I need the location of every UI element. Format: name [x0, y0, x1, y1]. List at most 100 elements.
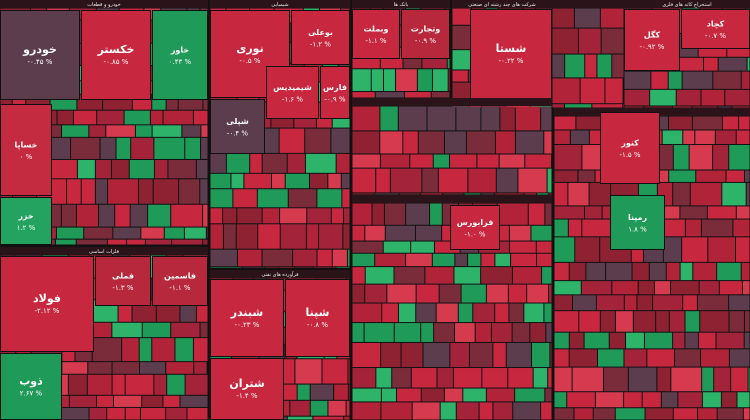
- stock-tile[interactable]: [698, 408, 717, 420]
- stock-tile[interactable]: [88, 362, 112, 374]
- stock-tile[interactable]: [87, 374, 112, 395]
- stock-tile[interactable]: [698, 332, 716, 349]
- stock-tile[interactable]: [210, 99, 265, 154]
- stock-tile[interactable]: [392, 368, 411, 388]
- stock-tile[interactable]: [554, 311, 579, 332]
- stock-tile[interactable]: [554, 237, 575, 262]
- stock-tile[interactable]: [319, 224, 343, 249]
- stock-tile[interactable]: [573, 295, 596, 311]
- stock-tile[interactable]: [512, 267, 542, 284]
- stock-tile[interactable]: [434, 241, 460, 253]
- stock-tile[interactable]: [57, 110, 73, 125]
- stock-tile[interactable]: [477, 154, 499, 168]
- stock-tile[interactable]: [456, 402, 479, 420]
- stock-tile[interactable]: [597, 349, 624, 367]
- stock-tile[interactable]: [287, 416, 313, 420]
- stock-tile[interactable]: [680, 262, 693, 281]
- stock-tile[interactable]: [116, 137, 131, 159]
- stock-tile[interactable]: [352, 225, 365, 241]
- stock-tile[interactable]: [352, 241, 383, 253]
- stock-tile[interactable]: [547, 168, 552, 193]
- stock-tile[interactable]: [203, 94, 208, 110]
- stock-tile[interactable]: [210, 208, 223, 224]
- stock-tile[interactable]: [570, 130, 589, 144]
- stock-tile[interactable]: [692, 116, 722, 130]
- stock-tile[interactable]: [585, 54, 597, 78]
- stock-tile[interactable]: [399, 193, 420, 195]
- stock-tile[interactable]: [497, 203, 528, 225]
- stock-tile[interactable]: [166, 407, 187, 420]
- stock-tile[interactable]: [729, 295, 750, 311]
- stock-tile[interactable]: [193, 110, 208, 125]
- stock-tile[interactable]: [96, 395, 113, 407]
- stock-tile[interactable]: [288, 189, 317, 208]
- stock-tile[interactable]: [600, 311, 615, 332]
- stock-tile[interactable]: [481, 106, 500, 131]
- stock-tile[interactable]: [125, 407, 140, 420]
- stock-tile[interactable]: [509, 303, 524, 323]
- stock-tile[interactable]: [152, 256, 208, 306]
- stock-tile[interactable]: [89, 125, 106, 137]
- stock-tile[interactable]: [661, 219, 685, 237]
- stock-tile[interactable]: [139, 362, 166, 374]
- stock-tile[interactable]: [496, 168, 518, 193]
- stock-tile[interactable]: [142, 395, 163, 407]
- stock-tile[interactable]: [166, 94, 178, 110]
- stock-tile[interactable]: [682, 71, 713, 89]
- stock-tile[interactable]: [717, 262, 741, 281]
- stock-tile[interactable]: [423, 342, 450, 368]
- stock-tile[interactable]: [466, 131, 495, 154]
- stock-tile[interactable]: [649, 262, 666, 281]
- stock-tile[interactable]: [473, 303, 495, 323]
- stock-tile[interactable]: [154, 374, 167, 395]
- stock-tile[interactable]: [458, 303, 473, 323]
- stock-tile[interactable]: [528, 203, 545, 225]
- stock-tile[interactable]: [690, 182, 722, 206]
- stock-tile[interactable]: [624, 71, 651, 89]
- stock-tile[interactable]: [352, 402, 381, 420]
- stock-tile[interactable]: [633, 311, 656, 332]
- stock-tile[interactable]: [615, 311, 633, 332]
- stock-tile[interactable]: [624, 392, 642, 408]
- stock-tile[interactable]: [554, 408, 574, 420]
- stock-tile[interactable]: [568, 219, 582, 237]
- stock-tile[interactable]: [600, 8, 624, 28]
- stock-tile[interactable]: [352, 69, 371, 92]
- stock-tile[interactable]: [702, 392, 721, 408]
- stock-tile[interactable]: [115, 204, 130, 227]
- stock-tile[interactable]: [352, 131, 380, 154]
- stock-tile[interactable]: [163, 395, 180, 407]
- stock-tile[interactable]: [481, 267, 512, 284]
- stock-tile[interactable]: [582, 219, 613, 237]
- stock-tile[interactable]: [595, 392, 624, 408]
- stock-tile[interactable]: [604, 367, 628, 392]
- stock-tile[interactable]: [436, 303, 458, 323]
- stock-tile[interactable]: [406, 253, 432, 267]
- stock-tile[interactable]: [258, 224, 280, 249]
- stock-tile[interactable]: [328, 400, 346, 416]
- stock-tile[interactable]: [612, 281, 638, 295]
- stock-tile[interactable]: [717, 408, 743, 420]
- stock-tile[interactable]: [554, 206, 585, 219]
- stock-tile[interactable]: [81, 179, 95, 204]
- stock-tile[interactable]: [737, 392, 750, 408]
- stock-tile[interactable]: [421, 323, 434, 342]
- stock-tile[interactable]: [425, 267, 454, 284]
- stock-tile[interactable]: [76, 204, 99, 227]
- stock-tile[interactable]: [285, 173, 309, 189]
- stock-tile[interactable]: [210, 279, 284, 357]
- stock-tile[interactable]: [515, 388, 545, 402]
- stock-tile[interactable]: [656, 311, 669, 332]
- stock-tile[interactable]: [584, 332, 609, 349]
- stock-tile[interactable]: [0, 353, 62, 420]
- stock-tile[interactable]: [536, 241, 552, 253]
- stock-tile[interactable]: [242, 267, 265, 268]
- stock-tile[interactable]: [250, 153, 262, 173]
- stock-tile[interactable]: [609, 332, 626, 349]
- stock-tile[interactable]: [185, 374, 208, 395]
- stock-tile[interactable]: [203, 204, 208, 227]
- stock-tile[interactable]: [127, 239, 145, 245]
- stock-tile[interactable]: [579, 311, 600, 332]
- stock-tile[interactable]: [741, 262, 750, 281]
- stock-tile[interactable]: [673, 144, 689, 170]
